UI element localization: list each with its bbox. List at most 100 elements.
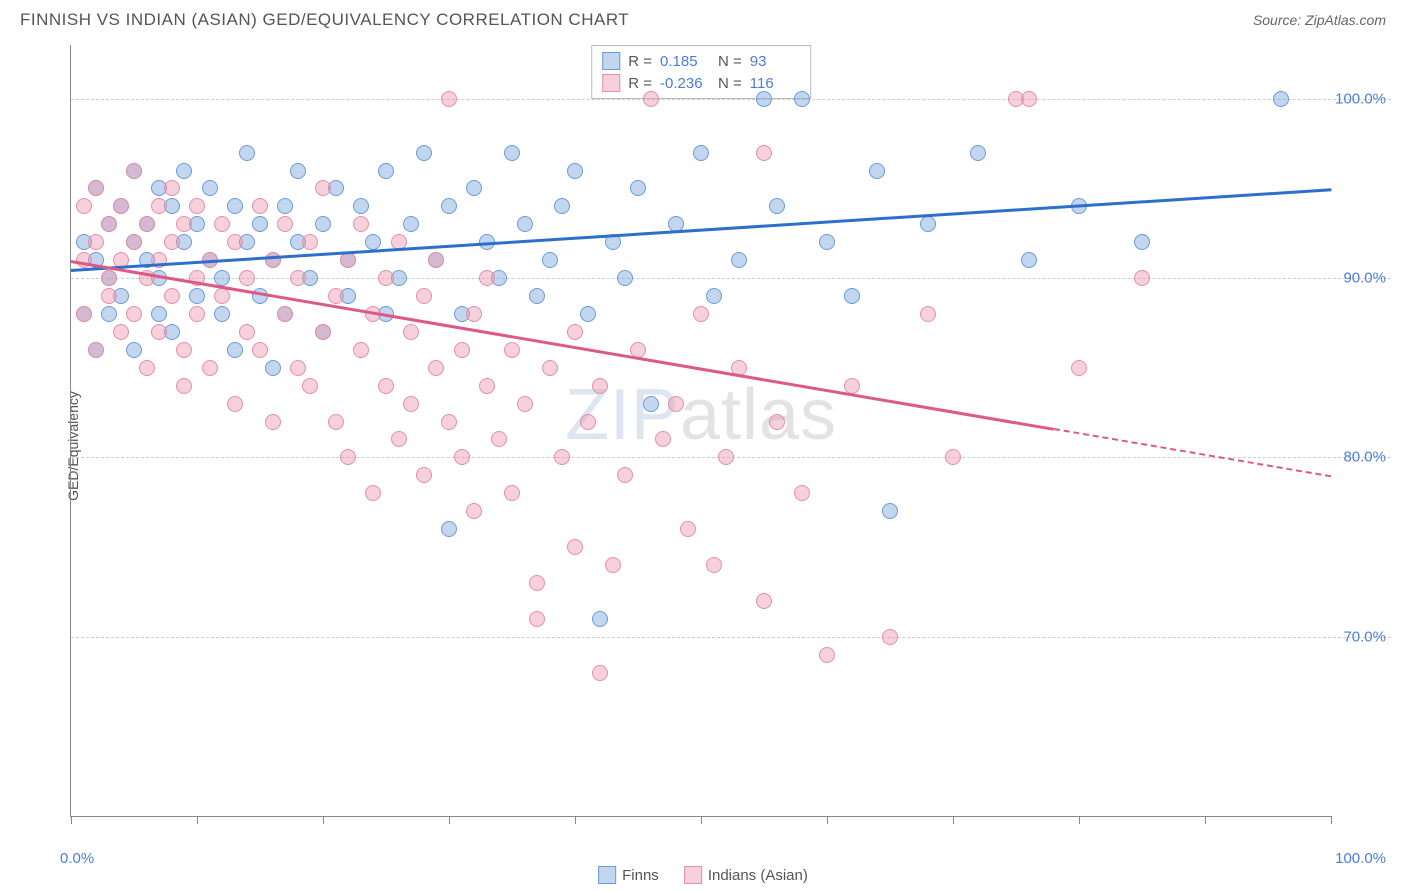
data-point [101, 306, 117, 322]
data-point [416, 145, 432, 161]
data-point [139, 360, 155, 376]
data-point [252, 198, 268, 214]
data-point [504, 485, 520, 501]
data-point [970, 145, 986, 161]
data-point [542, 360, 558, 376]
data-point [353, 342, 369, 358]
data-point [693, 145, 709, 161]
data-point [239, 270, 255, 286]
data-point [328, 414, 344, 430]
data-point [88, 234, 104, 250]
data-point [176, 378, 192, 394]
data-point [617, 467, 633, 483]
data-point [353, 198, 369, 214]
gridline [71, 637, 1391, 638]
data-point [794, 485, 810, 501]
data-point [340, 252, 356, 268]
data-point [1134, 270, 1150, 286]
data-point [643, 91, 659, 107]
data-point [189, 306, 205, 322]
data-point [693, 306, 709, 322]
data-point [403, 324, 419, 340]
y-tick-label: 90.0% [1343, 270, 1386, 287]
data-point [466, 180, 482, 196]
data-point [441, 198, 457, 214]
data-point [365, 485, 381, 501]
x-tick [197, 816, 198, 824]
x-tick [575, 816, 576, 824]
data-point [214, 306, 230, 322]
data-point [517, 216, 533, 232]
data-point [441, 414, 457, 430]
data-point [239, 145, 255, 161]
legend-label: Indians (Asian) [708, 867, 808, 884]
y-tick-label: 100.0% [1335, 90, 1386, 107]
data-point [214, 216, 230, 232]
data-point [491, 431, 507, 447]
data-point [718, 449, 734, 465]
data-point [290, 270, 306, 286]
x-tick [449, 816, 450, 824]
data-point [302, 234, 318, 250]
legend-swatch [602, 52, 620, 70]
data-point [76, 198, 92, 214]
x-tick-label: 100.0% [1335, 850, 1386, 867]
data-point [592, 378, 608, 394]
data-point [214, 270, 230, 286]
data-point [819, 234, 835, 250]
data-point [277, 306, 293, 322]
data-point [1071, 360, 1087, 376]
data-point [126, 234, 142, 250]
data-point [567, 539, 583, 555]
data-point [580, 414, 596, 430]
data-point [227, 342, 243, 358]
data-point [113, 198, 129, 214]
data-point [529, 611, 545, 627]
data-point [302, 378, 318, 394]
y-tick-label: 80.0% [1343, 449, 1386, 466]
data-point [844, 378, 860, 394]
x-tick [1205, 816, 1206, 824]
legend-swatch [684, 866, 702, 884]
data-point [315, 180, 331, 196]
data-point [403, 396, 419, 412]
r-value: -0.236 [660, 75, 710, 92]
chart-container: ZIPatlas R =0.185N =93R =-0.236N =116 70… [50, 45, 1391, 837]
n-label: N = [718, 75, 742, 92]
data-point [126, 163, 142, 179]
data-point [428, 360, 444, 376]
data-point [164, 180, 180, 196]
x-tick-label: 0.0% [60, 850, 94, 867]
data-point [391, 431, 407, 447]
data-point [466, 503, 482, 519]
data-point [340, 449, 356, 465]
x-tick [1079, 816, 1080, 824]
data-point [378, 378, 394, 394]
data-point [252, 342, 268, 358]
data-point [139, 216, 155, 232]
data-point [1021, 91, 1037, 107]
data-point [655, 431, 671, 447]
data-point [794, 91, 810, 107]
data-point [479, 378, 495, 394]
stats-legend: R =0.185N =93R =-0.236N =116 [591, 45, 811, 99]
data-point [1273, 91, 1289, 107]
data-point [176, 342, 192, 358]
data-point [441, 91, 457, 107]
data-point [529, 575, 545, 591]
n-value: 116 [750, 75, 800, 92]
data-point [769, 414, 785, 430]
data-point [76, 306, 92, 322]
x-tick [323, 816, 324, 824]
legend-swatch [598, 866, 616, 884]
plot-area: ZIPatlas R =0.185N =93R =-0.236N =116 70… [70, 45, 1331, 817]
data-point [706, 557, 722, 573]
data-point [567, 163, 583, 179]
data-point [617, 270, 633, 286]
data-point [416, 467, 432, 483]
data-point [265, 414, 281, 430]
data-point [1021, 252, 1037, 268]
data-point [756, 593, 772, 609]
data-point [176, 216, 192, 232]
legend-item: Indians (Asian) [684, 866, 808, 884]
